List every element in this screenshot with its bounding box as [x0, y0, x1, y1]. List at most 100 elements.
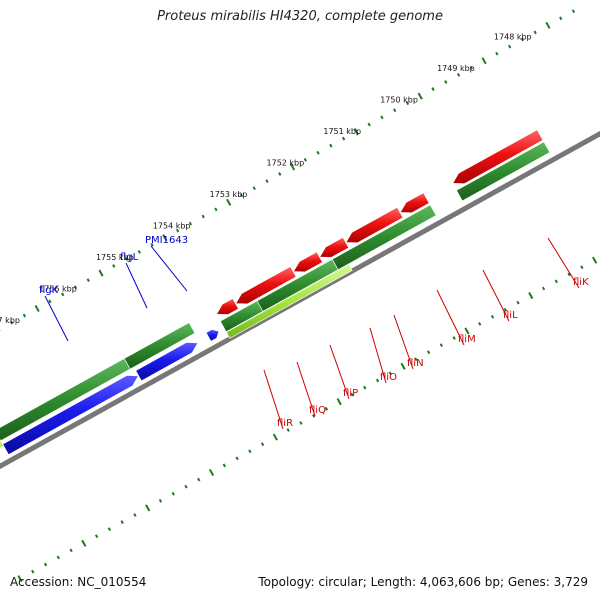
- scale-tick-lower: [439, 343, 444, 347]
- gene-label-leader: [547, 237, 580, 289]
- gene-label-leader: [329, 344, 350, 400]
- scale-tick-upper: [520, 37, 525, 42]
- scale-tick-upper: [98, 269, 104, 277]
- scale-tick-lower: [171, 491, 175, 496]
- scale-label: 1750 kbp: [380, 95, 418, 104]
- gene-label-fliR: fliR: [277, 418, 293, 429]
- scale-label: 1749 kbp: [437, 64, 475, 73]
- scale-tick-upper: [112, 264, 116, 268]
- scale-tick-lower: [69, 548, 73, 553]
- gene-label-PMI1643: PMI1643: [145, 235, 188, 246]
- gene-feature-fliO: [292, 251, 324, 273]
- scale-tick-upper: [61, 292, 65, 297]
- gene-feature-green: [456, 141, 551, 202]
- scale-tick-upper: [188, 221, 193, 226]
- scale-tick-upper: [73, 285, 78, 290]
- scale-tick-upper: [162, 234, 168, 242]
- scale-label: 1748 kbp: [494, 32, 532, 41]
- scale-tick-lower: [133, 513, 137, 517]
- scale-tick-upper: [226, 198, 232, 206]
- map-title: Proteus mirabilis HI4320, complete genom…: [157, 9, 443, 24]
- gene-label-leader: [44, 295, 69, 342]
- scale-tick-lower: [222, 463, 226, 468]
- scale-tick-lower: [248, 449, 252, 454]
- gene-label-fliN: fliN: [407, 358, 424, 369]
- scale-tick-lower: [478, 321, 482, 326]
- scale-tick-lower: [81, 539, 87, 547]
- scale-tick-lower: [528, 292, 534, 300]
- gene-label-leader: [482, 269, 510, 322]
- gene-feature-flgL: [123, 322, 196, 370]
- scale-tick-lower: [56, 555, 60, 560]
- scale-tick-upper: [507, 44, 512, 49]
- gene-label-leader: [263, 369, 284, 430]
- scale-tick-upper: [9, 320, 14, 325]
- gene-feature-fliR: [215, 297, 240, 316]
- scale-tick-lower: [336, 398, 342, 406]
- scale-tick-lower: [464, 327, 470, 335]
- scale-tick-lower: [388, 371, 392, 376]
- topology-text: Topology: circular; Length: 4,063,606 bp…: [258, 575, 588, 589]
- scale-label: 1753 kbp: [210, 190, 248, 199]
- scale-tick-lower: [31, 569, 35, 574]
- scale-tick-lower: [145, 504, 151, 512]
- scale-tick-upper: [86, 278, 90, 283]
- scale-tick-upper: [289, 163, 296, 171]
- gene-label-fliQ: fliQ: [309, 405, 326, 416]
- scale-tick-lower: [235, 456, 239, 461]
- scale-tick-lower: [414, 357, 418, 362]
- gene-feature-fliQ-fliP: [235, 265, 297, 305]
- scale-tick-lower: [452, 336, 456, 340]
- scale-tick-upper: [481, 57, 487, 65]
- scale-tick-lower: [286, 428, 290, 432]
- gene-label-leader: [436, 289, 465, 346]
- gene-label-flgL: flgL: [120, 252, 139, 263]
- scale-tick-lower: [350, 392, 354, 397]
- gene-label-fliP: fliP: [343, 388, 358, 399]
- scale-tick-lower: [503, 307, 507, 312]
- scale-tick-upper: [22, 313, 27, 318]
- scale-label: 1751 kbp: [323, 127, 361, 136]
- scale-tick-lower: [541, 286, 546, 291]
- gene-label-fliL: fliL: [503, 310, 518, 321]
- scale-tick-upper: [214, 207, 218, 212]
- scale-tick-lower: [324, 406, 329, 411]
- label-layer: 1748 kbp 1749 kbp 1750 kbp 1751 kbp 1752 kbp…: [0, 32, 589, 430]
- scale-tick-upper: [48, 299, 52, 304]
- scale-tick-lower: [120, 520, 124, 524]
- scale-tick-lower: [272, 433, 278, 441]
- scale-tick-lower: [184, 484, 188, 489]
- gene-feature-light: [225, 263, 353, 339]
- scale-tick-lower: [17, 575, 23, 583]
- scale-tick-lower: [208, 468, 215, 477]
- gene-label-flgK: flgK: [39, 285, 59, 296]
- scale-tick-upper: [495, 51, 499, 56]
- scale-tick-upper: [150, 242, 154, 247]
- scale-tick-lower: [43, 562, 48, 567]
- scale-tick-upper: [329, 143, 333, 148]
- scale-tick-lower: [107, 527, 112, 532]
- scale-tick-upper: [469, 65, 473, 70]
- scale-tick-upper: [124, 257, 129, 261]
- scale-tick-upper: [431, 87, 435, 91]
- scale-tick-upper: [137, 249, 141, 254]
- scale-label: 1757 kbp: [0, 316, 20, 325]
- scale-tick-lower: [197, 477, 201, 482]
- scale-tick-upper: [341, 136, 346, 141]
- gene-label-fliO: fliO: [380, 372, 397, 383]
- scale-tick-upper: [393, 108, 397, 113]
- scale-tick-lower: [567, 272, 571, 277]
- scale-tick-lower: [312, 414, 316, 418]
- scale-tick-upper: [316, 150, 320, 155]
- scale-tick-upper: [380, 115, 384, 120]
- scale-tick-upper: [367, 122, 371, 127]
- gene-feature-fliL: [399, 192, 430, 214]
- scale-tick-upper: [34, 304, 40, 313]
- scale-tick-upper: [571, 9, 576, 14]
- gene-feature-green: [331, 204, 437, 271]
- scale-tick-lower: [260, 442, 265, 447]
- gene-feature-light: [0, 438, 5, 449]
- scale-tick-upper: [533, 30, 537, 35]
- scale-tick-lower: [580, 265, 584, 270]
